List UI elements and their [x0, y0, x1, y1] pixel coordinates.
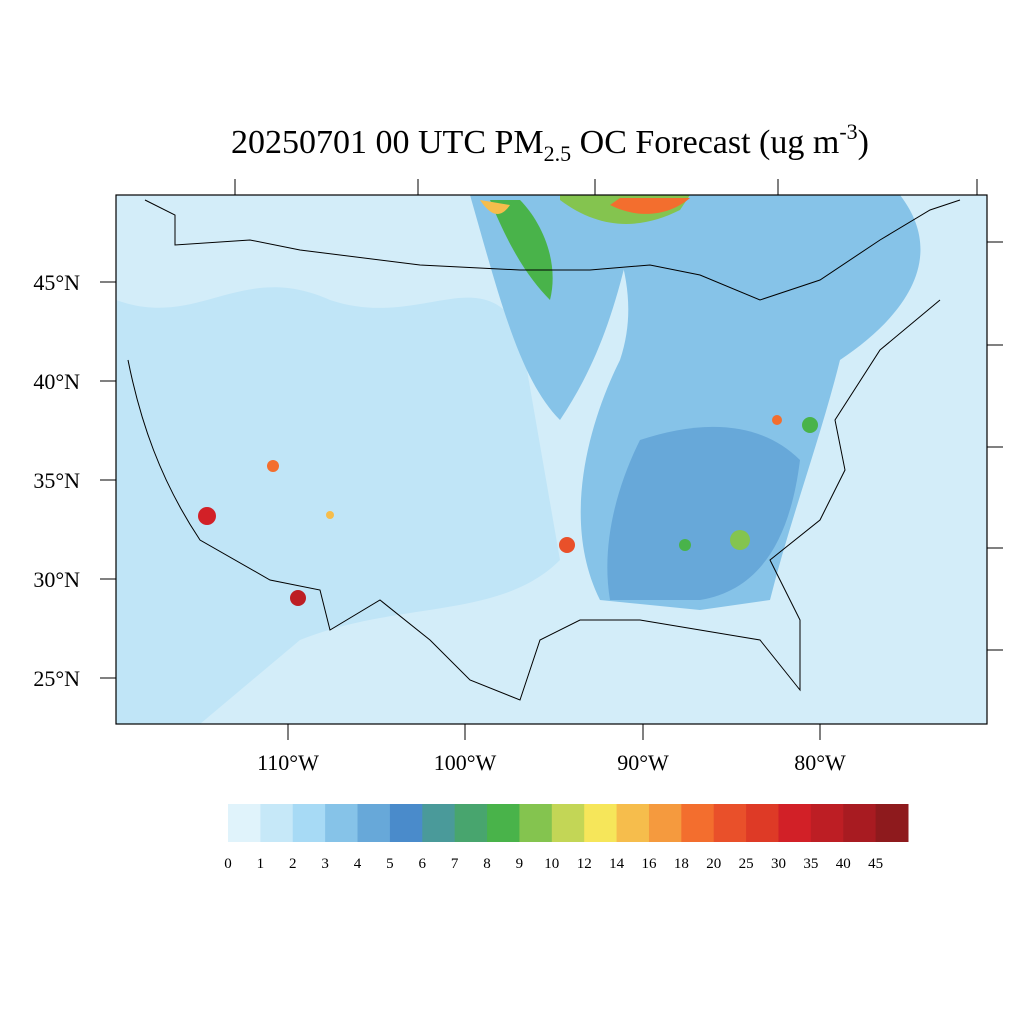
colorbar-label: 4 [354, 856, 362, 872]
colorbar-box [325, 804, 359, 842]
colorbar-label: 30 [771, 856, 786, 872]
colorbar-box [584, 804, 618, 842]
lon-label: 110°W [257, 750, 319, 775]
colorbar-label: 6 [419, 856, 427, 872]
colorbar-label: 45 [868, 856, 883, 872]
colorbar-label: 12 [577, 856, 592, 872]
colorbar-box [875, 804, 909, 842]
colorbar-box [746, 804, 779, 842]
colorbar-box [713, 804, 747, 842]
colorbar-box [616, 804, 650, 842]
colorbar-label: 3 [321, 856, 329, 872]
map-title: 20250701 00 UTC PM2.5 OC Forecast (ug m-… [231, 119, 869, 166]
axis-ticks: 45°N 40°N 35°N 30°N 25°N 110°W 100°W 90°W 80°W [33, 179, 1003, 775]
title-part: 20250701 00 UTC PM [231, 124, 544, 161]
colorbar-box [487, 804, 520, 842]
colorbar-box [357, 804, 391, 842]
colorbar-box [228, 804, 261, 842]
lat-label: 25°N [33, 666, 80, 691]
title-part: -3 [839, 119, 857, 144]
colorbar-box [422, 804, 456, 842]
colorbar-label: 7 [451, 856, 459, 872]
colorbar-label: 0 [224, 856, 232, 872]
lon-label: 90°W [617, 750, 669, 775]
colorbar-label: 16 [641, 856, 657, 872]
colorbar-box [843, 804, 877, 842]
lat-label: 45°N [33, 270, 80, 295]
title-part: ) [858, 124, 869, 161]
colorbar-label: 20 [706, 856, 721, 872]
colorbar-label: 18 [674, 856, 689, 872]
colorbar-box [551, 804, 585, 842]
colorbar: 0 1 2 3 4 5 6 7 8 9 10 12 14 16 18 20 25 30 35 40 45 [224, 804, 909, 872]
colorbar-label: 25 [739, 856, 754, 872]
lon-label: 100°W [434, 750, 497, 775]
colorbar-label: 14 [609, 856, 625, 872]
colorbar-label: 10 [544, 856, 559, 872]
colorbar-box [454, 804, 488, 842]
colorbar-label: 8 [483, 856, 491, 872]
colorbar-label: 35 [803, 856, 818, 872]
lat-label: 40°N [33, 369, 80, 394]
colorbar-box [389, 804, 423, 842]
colorbar-box [292, 804, 326, 842]
title-part: OC Forecast (ug m [571, 124, 839, 161]
colorbar-label: 5 [386, 856, 394, 872]
colorbar-box [519, 804, 553, 842]
colorbar-box [260, 804, 294, 842]
lon-label: 80°W [794, 750, 846, 775]
lat-label: 30°N [33, 567, 80, 592]
lat-label: 35°N [33, 468, 80, 493]
colorbar-box [810, 804, 844, 842]
map-field [116, 195, 987, 724]
colorbar-label: 40 [836, 856, 851, 872]
colorbar-box [778, 804, 812, 842]
colorbar-label: 2 [289, 856, 297, 872]
title-part: 2.5 [544, 141, 572, 166]
colorbar-box [648, 804, 682, 842]
colorbar-label: 1 [257, 856, 265, 872]
colorbar-label: 9 [516, 856, 524, 872]
colorbar-box [681, 804, 715, 842]
